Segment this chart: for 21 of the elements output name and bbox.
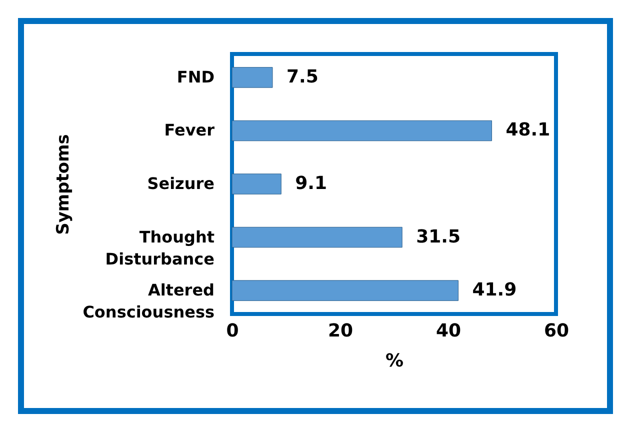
data-label: 41.9 <box>472 280 517 301</box>
data-label: 7.5 <box>286 66 318 88</box>
data-label: 9.1 <box>295 173 328 194</box>
y-tick-label: Altered Consciousness <box>82 280 214 322</box>
y-tick-label: Thought Disturbance <box>105 227 215 268</box>
y-tick-label: Seizure <box>147 174 215 193</box>
y-tick-label: FND <box>176 67 214 86</box>
x-tick-label: 40 <box>436 320 462 342</box>
x-axis-title: % <box>385 350 404 372</box>
bar <box>232 67 273 88</box>
x-tick-label: 0 <box>226 320 239 342</box>
bar <box>232 120 492 142</box>
bar <box>232 174 282 194</box>
bar <box>232 280 459 301</box>
y-tick-label: Fever <box>164 120 215 140</box>
data-label: 48.1 <box>506 120 550 141</box>
data-label: 31.5 <box>416 226 461 248</box>
x-tick-label: 20 <box>328 320 354 342</box>
y-axis-title: Symptoms <box>54 134 74 235</box>
x-tick-label: 60 <box>544 320 570 342</box>
bar <box>232 226 402 248</box>
